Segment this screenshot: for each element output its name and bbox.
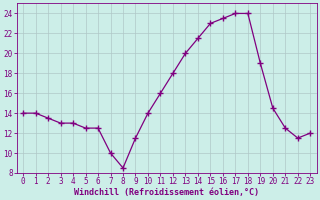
X-axis label: Windchill (Refroidissement éolien,°C): Windchill (Refroidissement éolien,°C) bbox=[74, 188, 259, 197]
